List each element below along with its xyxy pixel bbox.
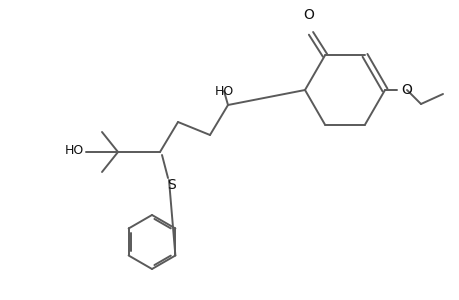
Text: O: O [303,8,314,22]
Text: S: S [167,178,176,192]
Text: HO: HO [214,85,233,98]
Text: O: O [400,83,411,97]
Text: HO: HO [65,143,84,157]
